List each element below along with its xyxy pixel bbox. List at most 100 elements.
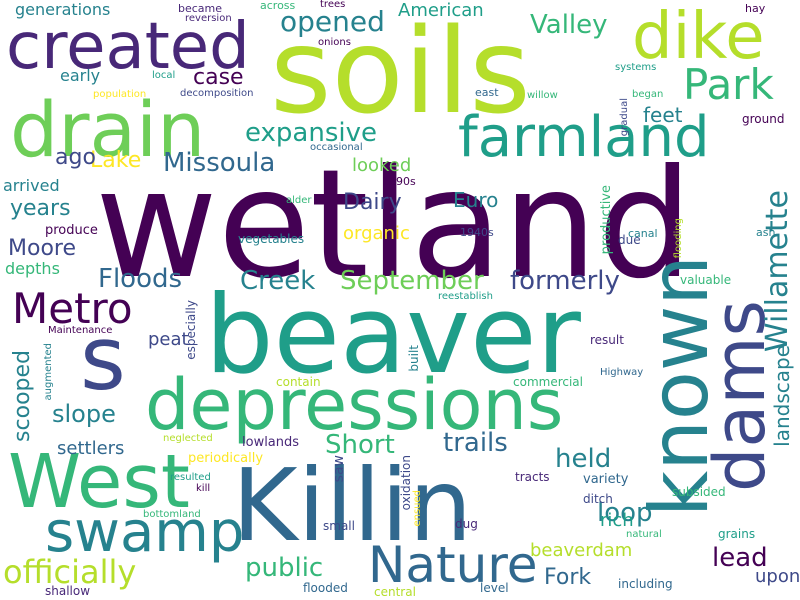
word: depths <box>5 259 60 278</box>
word: productive <box>599 185 614 255</box>
word: Killin <box>232 447 473 564</box>
word: commercial <box>513 375 583 389</box>
word: valuable <box>680 273 732 287</box>
word: built <box>407 345 421 372</box>
word: Highway <box>600 367 644 378</box>
word: flooding <box>673 218 684 259</box>
word: looked <box>352 155 412 176</box>
word: Park <box>683 60 774 109</box>
word: loop <box>597 498 653 528</box>
word: flooded <box>303 581 348 595</box>
word: organic <box>343 223 410 244</box>
word: occasional <box>310 142 363 153</box>
word: drain <box>10 85 206 174</box>
word: ditch <box>583 492 613 506</box>
word: landscape <box>770 345 794 447</box>
word: including <box>618 577 673 591</box>
word: bottomland <box>143 509 201 520</box>
word: vegetables <box>238 232 305 246</box>
word: reversion <box>185 13 232 24</box>
word: arrived <box>3 176 60 195</box>
word: Missoula <box>163 148 276 178</box>
word: opened <box>280 5 385 38</box>
word: result <box>590 333 624 347</box>
word: created <box>6 10 250 84</box>
word: soils <box>270 2 531 140</box>
word: dike <box>632 0 765 74</box>
word: decomposition <box>180 88 254 99</box>
word: trees <box>320 0 346 10</box>
word: began <box>632 89 664 100</box>
word: early <box>60 66 101 85</box>
word: Floods <box>98 264 183 294</box>
word: West <box>8 439 190 525</box>
word: dug <box>455 517 478 531</box>
word: due <box>618 233 641 247</box>
word: canal <box>628 227 658 240</box>
word: upon <box>755 566 800 587</box>
word: Maintenance <box>48 325 113 336</box>
word: hay <box>745 2 766 15</box>
word: peat <box>148 329 189 350</box>
word: onions <box>318 37 351 48</box>
word: public <box>245 553 324 583</box>
word: 1890s <box>382 175 416 188</box>
word: Dairy <box>343 190 402 215</box>
word: American <box>398 0 484 21</box>
word: beaverdam <box>530 540 633 561</box>
word: tracts <box>515 470 550 484</box>
word: years <box>10 196 71 221</box>
word: lead <box>712 543 768 573</box>
word: reestablish <box>438 291 493 302</box>
word: slope <box>52 400 116 428</box>
word: s <box>80 307 126 410</box>
word: Creek <box>240 266 316 296</box>
word: saw <box>331 455 347 483</box>
word: local <box>152 70 176 81</box>
word: especially <box>184 300 198 360</box>
word: beaver <box>205 273 581 398</box>
word: Nature <box>368 536 538 594</box>
word: gradual <box>619 98 630 137</box>
word: became <box>178 2 223 15</box>
word: east <box>475 86 499 99</box>
word: expansive <box>245 118 377 148</box>
word: small <box>323 519 355 533</box>
word: Short <box>325 430 395 460</box>
word: case <box>193 65 244 90</box>
word: alder <box>286 195 312 206</box>
word: central <box>374 585 416 599</box>
word: oxidation <box>399 455 413 511</box>
word: ensued <box>412 490 423 527</box>
word: Willamette <box>760 190 795 353</box>
word: depressions <box>145 364 564 446</box>
word: willow <box>527 90 558 101</box>
word: feet <box>643 103 683 127</box>
word: systems <box>615 62 657 73</box>
word: population <box>93 89 147 100</box>
word: formerly <box>510 266 620 296</box>
word: ground <box>742 112 785 126</box>
word: wetland <box>95 138 693 312</box>
word: produce <box>45 223 98 238</box>
word: resulted <box>170 472 211 483</box>
word: Moore <box>8 236 76 261</box>
word: level <box>480 581 509 595</box>
word: ago <box>55 145 96 170</box>
word: grains <box>718 527 756 541</box>
word: neglected <box>163 433 213 444</box>
word: scooped <box>10 350 35 442</box>
word: subsided <box>672 485 726 499</box>
word: settlers <box>57 438 125 459</box>
word: Lake <box>90 148 142 173</box>
word: periodically <box>188 451 264 466</box>
word: generations <box>15 0 111 19</box>
word: across <box>260 0 296 12</box>
word: Metro <box>12 284 133 333</box>
word: held <box>555 444 612 474</box>
word: lowlands <box>242 435 300 450</box>
word: augmented <box>43 343 54 401</box>
word: ash <box>756 226 776 239</box>
word: rich <box>600 510 634 531</box>
